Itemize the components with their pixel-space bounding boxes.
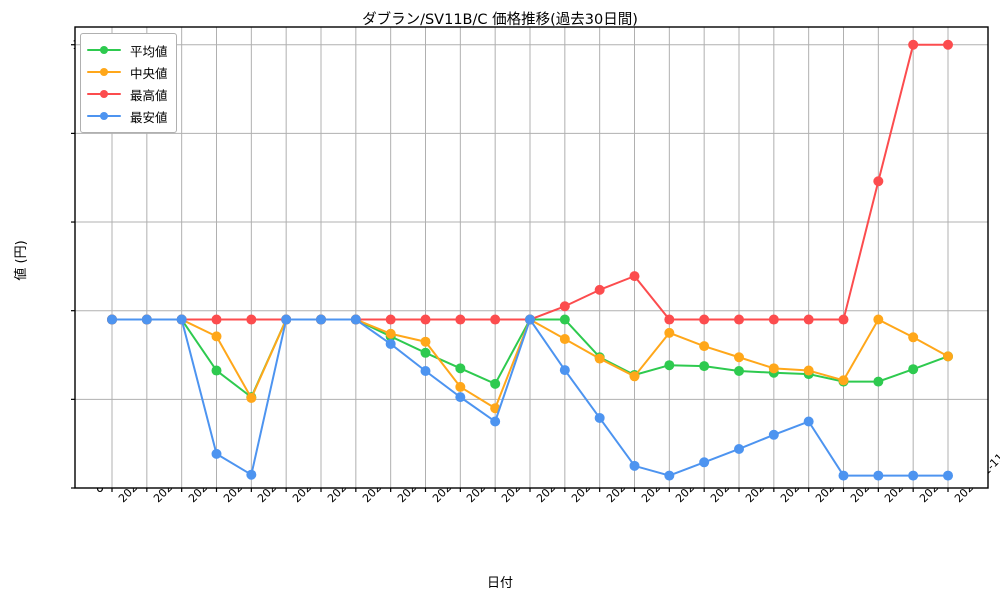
legend-item-最安値[interactable]: 最安値 xyxy=(87,105,168,127)
legend-label: 中央値 xyxy=(130,65,168,81)
legend-swatch-icon xyxy=(87,66,121,78)
legend-label: 最高値 xyxy=(130,87,168,103)
legend-label: 最安値 xyxy=(130,109,168,125)
x-axis-label: 日付 xyxy=(486,576,513,591)
chart-legend: 平均値中央値最高値最安値 xyxy=(80,33,177,133)
legend-swatch-icon xyxy=(87,88,121,100)
legend-item-最高値[interactable]: 最高値 xyxy=(87,83,168,105)
legend-swatch-icon xyxy=(87,110,121,122)
chart-title: ダブラン/SV11B/C 価格推移(過去30日間) xyxy=(362,12,638,28)
legend-item-中央値[interactable]: 中央値 xyxy=(87,61,168,83)
legend-label: 平均値 xyxy=(130,43,168,59)
legend-item-平均値[interactable]: 平均値 xyxy=(87,39,168,61)
series-最安値 xyxy=(107,314,953,481)
legend-swatch-icon xyxy=(87,44,121,56)
